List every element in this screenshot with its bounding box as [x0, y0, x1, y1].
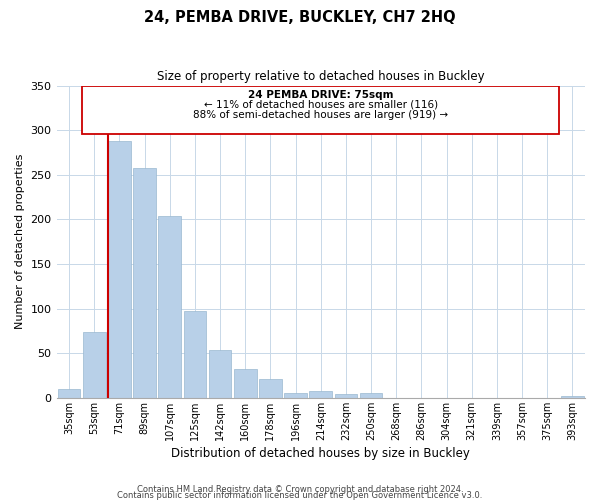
Bar: [158, 216, 181, 398]
Bar: [133, 168, 156, 398]
Bar: [58, 389, 80, 398]
Bar: [284, 392, 307, 398]
Text: 24, PEMBA DRIVE, BUCKLEY, CH7 2HQ: 24, PEMBA DRIVE, BUCKLEY, CH7 2HQ: [144, 10, 456, 25]
Bar: [310, 391, 332, 398]
Y-axis label: Number of detached properties: Number of detached properties: [15, 154, 25, 330]
Bar: [259, 379, 282, 398]
Title: Size of property relative to detached houses in Buckley: Size of property relative to detached ho…: [157, 70, 485, 83]
X-axis label: Distribution of detached houses by size in Buckley: Distribution of detached houses by size …: [172, 447, 470, 460]
Bar: [82, 86, 559, 134]
Bar: [234, 370, 257, 398]
Bar: [209, 350, 232, 398]
Bar: [335, 394, 357, 398]
Bar: [184, 312, 206, 398]
Text: 24 PEMBA DRIVE: 75sqm: 24 PEMBA DRIVE: 75sqm: [248, 90, 394, 100]
Bar: [561, 396, 584, 398]
Text: 88% of semi-detached houses are larger (919) →: 88% of semi-detached houses are larger (…: [193, 110, 448, 120]
Text: ← 11% of detached houses are smaller (116): ← 11% of detached houses are smaller (11…: [204, 100, 438, 110]
Bar: [83, 332, 106, 398]
Bar: [360, 394, 382, 398]
Text: Contains public sector information licensed under the Open Government Licence v3: Contains public sector information licen…: [118, 490, 482, 500]
Bar: [108, 141, 131, 398]
Text: Contains HM Land Registry data © Crown copyright and database right 2024.: Contains HM Land Registry data © Crown c…: [137, 484, 463, 494]
